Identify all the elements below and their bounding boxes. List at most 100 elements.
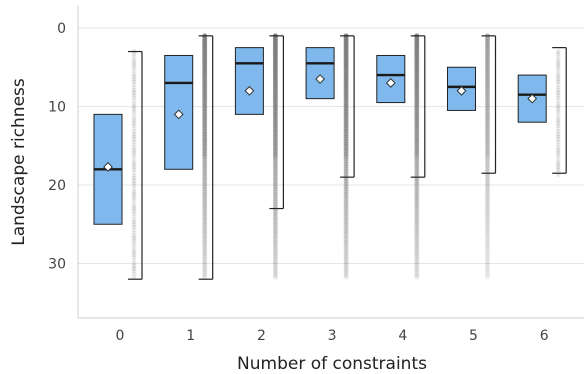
outlier-point [343,171,349,177]
outlier-point [343,234,349,240]
x-tick-label-5: 5 [469,328,478,344]
faint-point [131,252,137,258]
faint-point [555,159,561,164]
outlier-point [272,244,278,250]
faint-point [555,68,561,74]
outlier-point [202,251,208,257]
outlier-point [272,161,278,167]
outlier-point [272,181,278,187]
outlier-point [272,186,278,192]
faint-point [131,274,137,280]
box-2 [234,35,284,210]
outlier-point [485,86,490,92]
faint-point [555,93,561,98]
outlier-point [485,264,490,270]
faint-point [131,112,137,118]
outlier-point [272,214,278,220]
outlier-point [202,176,208,182]
outlier-point [202,158,208,164]
outlier-point [272,239,278,245]
outlier-point [414,158,420,164]
outlier-point [272,176,278,182]
outlier-point [343,216,349,222]
outlier-point [202,181,208,187]
outlier-point [343,179,349,185]
outlier-point [343,166,349,172]
outlier-point [414,201,420,207]
x-tick-label-3: 3 [328,328,337,344]
faint-point [555,65,561,71]
outlier-point [414,241,420,247]
outlier-point [272,249,278,255]
faint-point-columns [131,49,561,280]
faint-point [131,271,137,277]
faint-point [555,95,561,101]
tick-labels: 0 10 20 30 0 1 2 3 4 5 6 [48,21,549,344]
outlier-point [202,209,208,215]
faint-point [131,244,137,249]
outlier-point [272,234,278,240]
faint-point [131,263,137,269]
outlier-point [414,161,420,167]
outlier-point [485,201,490,207]
faint-point [131,145,137,151]
faint-point [131,106,137,112]
mean-marker [315,74,326,84]
faint-point [131,117,137,123]
outlier-point [414,189,420,195]
outlier-point [485,38,490,44]
outlier-point [485,161,490,167]
outlier-point [485,216,490,222]
faint-point [131,164,137,170]
y-tick-label-10: 10 [48,100,66,116]
outlier-point [272,236,278,242]
faint-point [555,126,561,131]
faint-point [555,106,561,112]
outlier-point [272,209,278,215]
faint-point [131,156,137,162]
outlier-point [485,236,490,242]
faint-point [131,115,137,120]
outlier-point [414,239,420,245]
faint-point [555,98,561,104]
outlier-point [272,206,278,212]
faint-point [131,68,137,74]
outlier-point [485,40,490,46]
box-body [234,47,264,115]
outlier-point [343,254,349,260]
outlier-point [414,199,420,205]
outlier-point [485,249,490,255]
outlier-point [485,138,490,144]
outlier-point [414,259,420,265]
outlier-point [343,259,349,265]
outlier-point [485,58,490,64]
outlier-point [272,179,278,185]
outlier-point [414,196,420,202]
outlier-point [414,231,420,237]
faint-point [131,159,137,164]
outlier-point [272,153,278,159]
outlier-point [485,91,490,97]
outlier-point [485,118,490,124]
outlier-point [485,226,490,232]
outlier-point [485,271,490,277]
outlier-point [485,214,490,220]
faint-point [131,139,137,145]
outlier-point [272,241,278,247]
outlier-point [202,166,208,172]
outlier-point [485,206,490,212]
faint-point [555,71,561,76]
outlier-point [485,194,490,200]
outlier-point [485,166,490,172]
mean-marker [244,85,255,96]
outlier-point [485,266,490,272]
faint-point [555,60,561,65]
outlier-point [343,229,349,235]
outlier-point [485,156,490,162]
faint-point [131,161,137,167]
outlier-point [202,211,208,217]
outlier-point [485,251,490,257]
outlier-point [272,211,278,217]
faint-point [555,112,561,118]
